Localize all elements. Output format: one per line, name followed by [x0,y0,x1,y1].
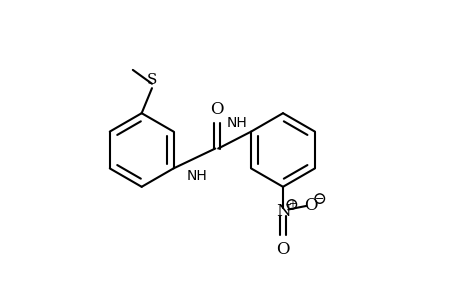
Text: NH: NH [186,169,207,183]
Text: S: S [146,73,157,87]
Text: O: O [303,197,317,214]
Text: N: N [275,203,290,220]
Text: +: + [287,200,295,209]
Text: NH: NH [226,116,247,130]
Text: −: − [314,194,324,204]
Text: O: O [276,241,289,258]
Text: O: O [210,100,223,118]
